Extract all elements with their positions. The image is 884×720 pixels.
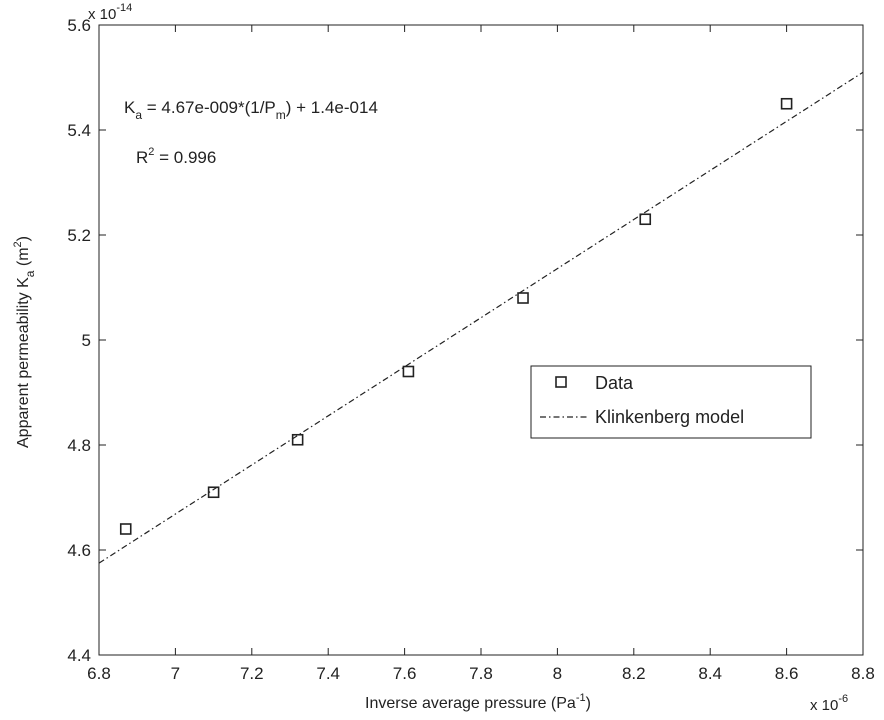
x-exponent: x 10-6 (810, 693, 848, 714)
x-tick-label: 8.8 (851, 664, 875, 683)
y-tick-label: 5 (82, 331, 91, 350)
data-point (639, 213, 652, 226)
equation-annotation: Ka = 4.67e-009*(1/Pm) + 1.4e-014 (124, 98, 378, 122)
x-tick-label: 7.4 (316, 664, 340, 683)
x-tick-label: 8.6 (775, 664, 799, 683)
y-ticks: 4.4 4.6 4.8 5 5.2 5.4 5.6 (67, 16, 863, 665)
data-point (207, 486, 220, 499)
series-layer (98, 71, 864, 564)
x-tick-label: 7.6 (393, 664, 417, 683)
y-tick-label: 5.6 (67, 16, 91, 35)
x-tick-label: 8.2 (622, 664, 646, 683)
legend: Data Klinkenberg model (530, 365, 812, 439)
x-tick-label: 7.2 (240, 664, 264, 683)
x-tick-label: 6.8 (87, 664, 111, 683)
y-tick-label: 5.2 (67, 226, 91, 245)
y-tick-label: 5.4 (67, 121, 91, 140)
y-tick-label: 4.8 (67, 436, 91, 455)
legend-label-data: Data (595, 373, 634, 393)
x-tick-label: 7.8 (469, 664, 493, 683)
x-ticks: 6.8 7 7.2 7.4 7.6 7.8 8 8.2 8.4 8.6 8.8 (87, 25, 875, 683)
y-tick-label: 4.6 (67, 541, 91, 560)
legend-box (530, 365, 812, 439)
x-tick-label: 7 (171, 664, 180, 683)
model-line (98, 71, 864, 564)
y-exponent: x 10-14 (88, 2, 132, 23)
data-point (119, 523, 132, 535)
x-tick-label: 8.4 (698, 664, 722, 683)
x-tick-label: 8 (553, 664, 562, 683)
y-axis-label: Apparent permeability Ka (m2) (12, 236, 37, 448)
y-tick-label: 4.4 (67, 646, 91, 665)
legend-label-model: Klinkenberg model (595, 407, 744, 427)
x-axis-label: Inverse average pressure (Pa-1) (365, 692, 591, 712)
data-point (780, 97, 793, 110)
r-squared-annotation: R2 = 0.996 (136, 146, 216, 167)
data-point (402, 365, 415, 378)
data-point (291, 433, 304, 446)
plot-area (98, 24, 864, 656)
legend-marker-data (555, 376, 567, 388)
data-point (517, 292, 529, 304)
